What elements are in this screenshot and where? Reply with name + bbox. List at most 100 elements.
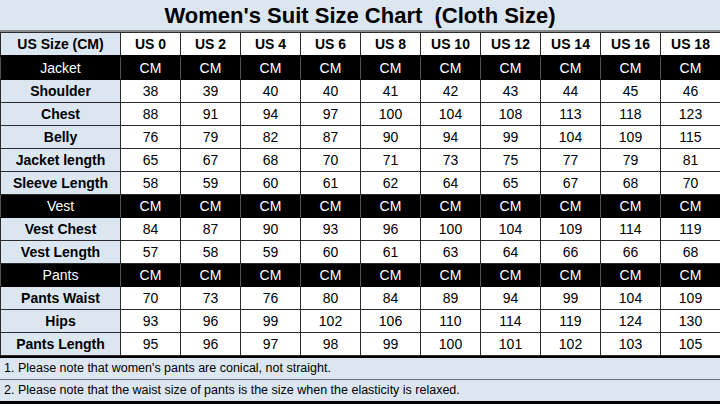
value-cell-hips-us-4: 99 <box>241 310 301 333</box>
value-cell-pants-waist-us-8: 84 <box>361 287 421 310</box>
unit-cell: CM <box>361 264 421 287</box>
row-label-shoulder: Shoulder <box>1 80 121 103</box>
value-cell-jacket-length-us-8: 71 <box>361 149 421 172</box>
value-cell-pants-waist-us-4: 76 <box>241 287 301 310</box>
footnotes: 1. Please note that women's pants are co… <box>0 356 720 404</box>
unit-cell: CM <box>121 264 181 287</box>
value-cell-pants-length-us-18: 105 <box>661 333 720 356</box>
value-cell-chest-us-16: 118 <box>601 103 661 126</box>
data-row-vest-length: Vest Length57585960616364666668 <box>1 241 720 264</box>
unit-cell: CM <box>361 195 421 218</box>
value-cell-sleeve-length-us-16: 68 <box>601 172 661 195</box>
value-cell-jacket-length-us-10: 73 <box>421 149 481 172</box>
value-cell-sleeve-length-us-0: 58 <box>121 172 181 195</box>
value-cell-belly-us-2: 79 <box>181 126 241 149</box>
unit-cell: CM <box>421 264 481 287</box>
unit-cell: CM <box>601 56 661 80</box>
value-cell-sleeve-length-us-8: 62 <box>361 172 421 195</box>
value-cell-pants-length-us-10: 100 <box>421 333 481 356</box>
data-row-sleeve-length: Sleeve Length58596061626465676870 <box>1 172 720 195</box>
value-cell-vest-chest-us-8: 96 <box>361 218 421 241</box>
value-cell-jacket-length-us-2: 67 <box>181 149 241 172</box>
unit-cell: CM <box>181 56 241 80</box>
data-row-hips: Hips939699102106110114119124130 <box>1 310 720 333</box>
size-table-head: US Size (CM)US 0US 2US 4US 6US 8US 10US … <box>1 33 720 57</box>
unit-cell: CM <box>421 195 481 218</box>
unit-cell: CM <box>541 56 601 80</box>
footnote-1: 1. Please note that women's pants are co… <box>0 358 720 380</box>
data-row-jacket-length: Jacket length65676870717375777981 <box>1 149 720 172</box>
value-cell-vest-length-us-4: 59 <box>241 241 301 264</box>
row-label-vest-length: Vest Length <box>1 241 121 264</box>
size-table-body: JacketCMCMCMCMCMCMCMCMCMCMShoulder383940… <box>1 56 720 356</box>
size-chart: Women's Suit Size Chart (Cloth Size) US … <box>0 0 720 404</box>
value-cell-pants-length-us-14: 102 <box>541 333 601 356</box>
value-cell-vest-chest-us-14: 109 <box>541 218 601 241</box>
value-cell-belly-us-6: 87 <box>301 126 361 149</box>
unit-cell: CM <box>481 264 541 287</box>
value-cell-jacket-length-us-18: 81 <box>661 149 720 172</box>
value-cell-jacket-length-us-6: 70 <box>301 149 361 172</box>
row-label-pants-waist: Pants Waist <box>1 287 121 310</box>
value-cell-chest-us-10: 104 <box>421 103 481 126</box>
value-cell-jacket-length-us-12: 75 <box>481 149 541 172</box>
unit-cell: CM <box>301 56 361 80</box>
value-cell-pants-length-us-6: 98 <box>301 333 361 356</box>
column-header-us-8: US 8 <box>361 33 421 57</box>
footnote-2: 2. Please note that the waist size of pa… <box>0 380 720 404</box>
value-cell-vest-chest-us-18: 119 <box>661 218 720 241</box>
value-cell-sleeve-length-us-14: 67 <box>541 172 601 195</box>
value-cell-shoulder-us-10: 42 <box>421 80 481 103</box>
section-label-pants: Pants <box>1 264 121 287</box>
row-label-chest: Chest <box>1 103 121 126</box>
column-header-us-4: US 4 <box>241 33 301 57</box>
value-cell-belly-us-8: 90 <box>361 126 421 149</box>
unit-cell: CM <box>361 56 421 80</box>
value-cell-pants-waist-us-18: 109 <box>661 287 720 310</box>
value-cell-hips-us-2: 96 <box>181 310 241 333</box>
data-row-pants-length: Pants Length9596979899100101102103105 <box>1 333 720 356</box>
value-cell-chest-us-12: 108 <box>481 103 541 126</box>
value-cell-pants-length-us-12: 101 <box>481 333 541 356</box>
value-cell-pants-length-us-0: 95 <box>121 333 181 356</box>
value-cell-sleeve-length-us-4: 60 <box>241 172 301 195</box>
unit-cell: CM <box>661 56 720 80</box>
value-cell-hips-us-14: 119 <box>541 310 601 333</box>
value-cell-hips-us-12: 114 <box>481 310 541 333</box>
row-label-jacket-length: Jacket length <box>1 149 121 172</box>
unit-cell: CM <box>301 264 361 287</box>
value-cell-hips-us-16: 124 <box>601 310 661 333</box>
value-cell-chest-us-8: 100 <box>361 103 421 126</box>
value-cell-pants-length-us-16: 103 <box>601 333 661 356</box>
value-cell-belly-us-10: 94 <box>421 126 481 149</box>
data-row-pants-waist: Pants Waist7073768084899499104109 <box>1 287 720 310</box>
value-cell-shoulder-us-4: 40 <box>241 80 301 103</box>
value-cell-pants-waist-us-10: 89 <box>421 287 481 310</box>
data-row-belly: Belly76798287909499104109115 <box>1 126 720 149</box>
column-header-us-14: US 14 <box>541 33 601 57</box>
value-cell-vest-length-us-0: 57 <box>121 241 181 264</box>
section-label-vest: Vest <box>1 195 121 218</box>
size-table: US Size (CM)US 0US 2US 4US 6US 8US 10US … <box>0 32 720 356</box>
value-cell-vest-chest-us-12: 104 <box>481 218 541 241</box>
value-cell-vest-chest-us-4: 90 <box>241 218 301 241</box>
section-label-jacket: Jacket <box>1 56 121 80</box>
value-cell-shoulder-us-6: 40 <box>301 80 361 103</box>
unit-cell: CM <box>241 264 301 287</box>
value-cell-jacket-length-us-14: 77 <box>541 149 601 172</box>
unit-cell: CM <box>301 195 361 218</box>
unit-cell: CM <box>181 264 241 287</box>
value-cell-vest-chest-us-10: 100 <box>421 218 481 241</box>
unit-cell: CM <box>121 195 181 218</box>
value-cell-belly-us-4: 82 <box>241 126 301 149</box>
value-cell-pants-length-us-2: 96 <box>181 333 241 356</box>
value-cell-vest-length-us-12: 64 <box>481 241 541 264</box>
column-header-us-10: US 10 <box>421 33 481 57</box>
value-cell-vest-length-us-8: 61 <box>361 241 421 264</box>
value-cell-pants-waist-us-6: 80 <box>301 287 361 310</box>
column-header-us-18: US 18 <box>661 33 720 57</box>
unit-cell: CM <box>541 195 601 218</box>
value-cell-chest-us-14: 113 <box>541 103 601 126</box>
value-cell-belly-us-12: 99 <box>481 126 541 149</box>
column-header-us-size-cm: US Size (CM) <box>1 33 121 57</box>
